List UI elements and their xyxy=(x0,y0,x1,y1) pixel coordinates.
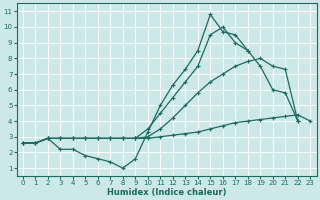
X-axis label: Humidex (Indice chaleur): Humidex (Indice chaleur) xyxy=(107,188,226,197)
